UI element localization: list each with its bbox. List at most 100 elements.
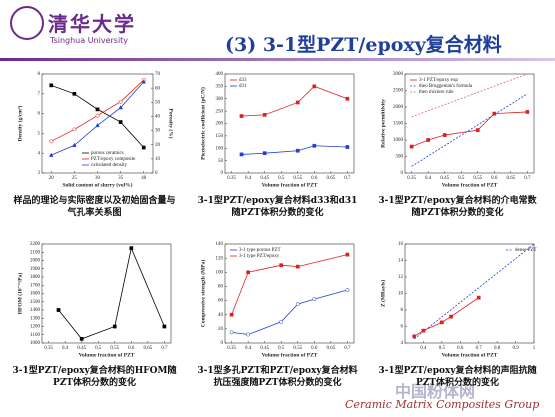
y-tick-label: 60 bbox=[218, 299, 224, 304]
y-axis-label: Z (MRayls) bbox=[379, 280, 386, 307]
y-tick-label: 1400 bbox=[30, 308, 41, 313]
legend-label: dense PZT bbox=[515, 248, 537, 253]
y-tick-label: 14 bbox=[398, 259, 404, 264]
marker bbox=[118, 105, 123, 110]
y-tick-label: 80 bbox=[218, 285, 224, 290]
y-tick-label: 1500 bbox=[30, 300, 41, 305]
x-tick-label: 0.4 bbox=[245, 346, 252, 351]
marker bbox=[295, 264, 300, 269]
marker bbox=[312, 84, 317, 89]
y-tick-label: 6 bbox=[38, 112, 41, 117]
x-tick-label: 0.35 bbox=[407, 176, 416, 181]
caption: 样品的理论与实际密度以及初始固含量与气孔率关系图 bbox=[13, 196, 176, 218]
y-tick-label: 100 bbox=[216, 146, 224, 151]
x-tick-label: 0.6 bbox=[311, 346, 318, 351]
x-tick-label: 0.7 bbox=[524, 176, 531, 181]
marker bbox=[79, 337, 84, 341]
marker bbox=[345, 145, 350, 149]
x-tick-label: 35 bbox=[118, 176, 124, 181]
y-tick-label: 1700 bbox=[30, 283, 41, 288]
x-tick-label: 0.45 bbox=[260, 176, 269, 181]
x-tick-label: 0.4 bbox=[425, 176, 432, 181]
series-line bbox=[411, 73, 528, 118]
y-tick-label: 1600 bbox=[30, 292, 41, 297]
marker bbox=[312, 297, 317, 302]
x-axis-label: Volume fraction of PZT bbox=[442, 352, 498, 358]
marker bbox=[409, 144, 414, 149]
marker bbox=[56, 308, 61, 312]
y-tick-label: 16 bbox=[398, 242, 404, 247]
y-tick-label: 1800 bbox=[30, 275, 41, 280]
y-tick-label: 2200 bbox=[30, 242, 41, 247]
x-tick-label: 0.7 bbox=[344, 346, 351, 351]
marker bbox=[72, 127, 77, 132]
x-tick-label: 0.55 bbox=[110, 346, 119, 351]
marker bbox=[440, 320, 444, 325]
marker bbox=[295, 148, 300, 153]
legend-label: theo Bruggeman's formula bbox=[419, 84, 473, 89]
legend-label: 3-1 type PZT/epoxy bbox=[239, 254, 280, 259]
y-tick-label: 4 bbox=[38, 151, 41, 156]
x-axis-label: Volume fraction of PZT bbox=[442, 182, 498, 188]
y-tick-label: 8 bbox=[401, 308, 404, 313]
y-axis-label: Density (g/cm³) bbox=[16, 105, 23, 141]
y2-tick-label: 60 bbox=[155, 86, 161, 91]
marker bbox=[229, 312, 234, 317]
x-tick-label: 0.4 bbox=[245, 176, 252, 181]
y2-tick-label: 0 bbox=[155, 171, 158, 176]
marker bbox=[95, 107, 100, 112]
series-line bbox=[413, 243, 535, 340]
marker bbox=[442, 133, 447, 137]
marker bbox=[239, 152, 244, 157]
y-tick-label: 1500 bbox=[393, 122, 404, 127]
x-tick-label: 0.6 bbox=[457, 346, 464, 351]
y-tick-label: 3 bbox=[38, 171, 41, 176]
marker bbox=[229, 330, 234, 335]
logo-seal bbox=[10, 6, 44, 40]
legend-label: calculated density bbox=[91, 163, 127, 168]
y-tick-label: 4 bbox=[401, 341, 404, 346]
x-tick-label: 0.8 bbox=[494, 346, 501, 351]
marker bbox=[246, 332, 251, 337]
y-tick-label: 1900 bbox=[30, 267, 41, 272]
y-tick-label: 1300 bbox=[30, 316, 41, 321]
marker bbox=[345, 96, 350, 101]
y2-tick-label: 20 bbox=[155, 143, 161, 148]
x-tick-label: 30 bbox=[95, 176, 101, 181]
x-tick-label: 0.7 bbox=[344, 176, 351, 181]
x-tick-label: 0.6 bbox=[128, 346, 135, 351]
x-tick-label: 40 bbox=[141, 176, 147, 181]
marker bbox=[141, 79, 146, 84]
x-tick-label: 0.6 bbox=[311, 176, 318, 181]
y-tick-label: 0 bbox=[401, 171, 404, 176]
y-tick-label: 150 bbox=[216, 134, 224, 139]
marker bbox=[421, 328, 426, 333]
marker bbox=[49, 152, 54, 157]
marker bbox=[72, 142, 77, 147]
y-tick-label: 10 bbox=[398, 292, 404, 297]
x-tick-label: 0.5 bbox=[278, 346, 285, 351]
marker bbox=[525, 110, 530, 114]
y-tick-label: 2100 bbox=[30, 250, 41, 255]
plot-frame bbox=[404, 73, 535, 174]
y-axis-label: Relative permittivity bbox=[380, 99, 386, 148]
x-axis-label: Volume fraction of PZT bbox=[262, 182, 318, 188]
footer: Ceramic Matrix Composites Group bbox=[345, 398, 540, 411]
y-tick-label: 140 bbox=[216, 242, 224, 247]
legend-label: d33 bbox=[239, 78, 247, 83]
series-line bbox=[411, 111, 528, 147]
y-tick-label: 400 bbox=[216, 72, 224, 77]
y-tick-label: 1100 bbox=[30, 333, 40, 338]
marker bbox=[129, 246, 134, 250]
logo: 清华大学 bbox=[48, 12, 136, 36]
marker bbox=[345, 288, 350, 292]
marker bbox=[312, 143, 317, 148]
legend-label: 3-1 PZT/epoxy exp bbox=[419, 78, 458, 83]
y-axis-label: Piezoelectric coefficient (pC/N) bbox=[199, 87, 206, 160]
marker bbox=[426, 138, 431, 142]
y-tick-label: 8 bbox=[38, 72, 41, 77]
y-tick-label: 500 bbox=[396, 155, 404, 160]
series-line bbox=[411, 93, 528, 167]
y-tick-label: 100 bbox=[216, 270, 224, 275]
